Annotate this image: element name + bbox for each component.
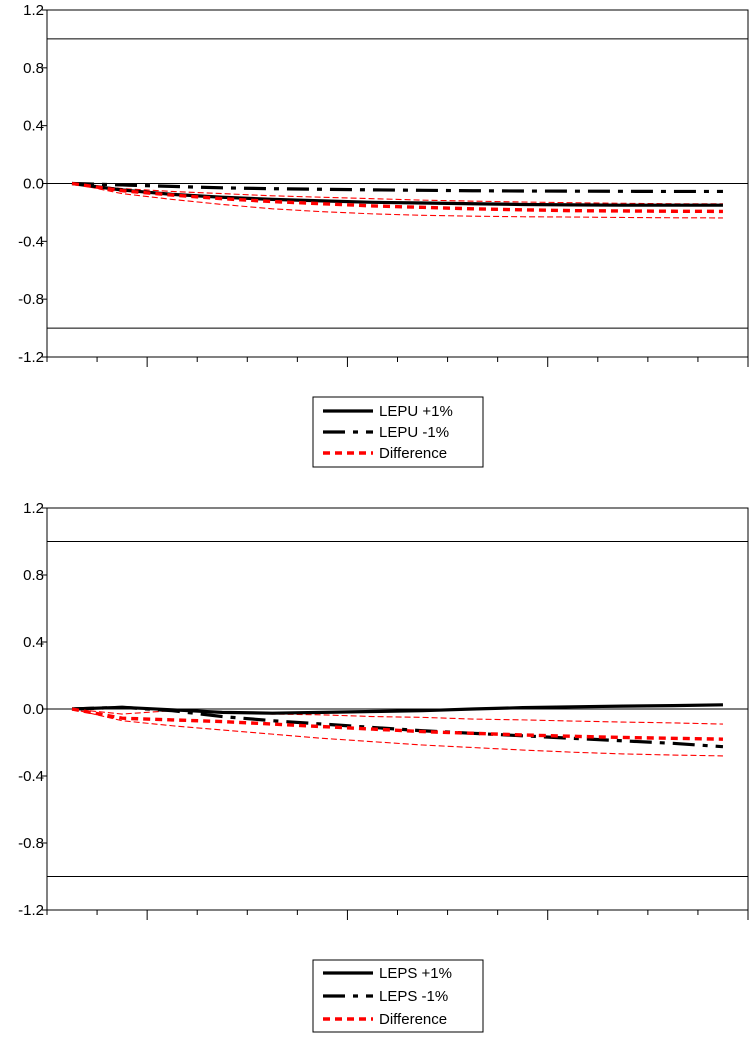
y-tick-label: 0.4 (23, 118, 44, 135)
y-tick-label: -1.2 (18, 349, 44, 366)
series-lepu-1 (71, 181, 723, 194)
legend-label: LEPS -1% (379, 988, 448, 1005)
series-leps-1 (71, 703, 723, 715)
chart-1: 1.2 0.8 0.4 0.0 -0.4 -0.8 -1.2 LEPU +1% LEPU -1%… (18, 2, 749, 468)
legend: LEPS +1% LEPS -1% Difference (312, 959, 484, 1033)
legend: LEPU +1% LEPU -1% Difference (312, 396, 484, 468)
legend-label: Difference (379, 445, 447, 462)
y-tick-label: 0.8 (23, 60, 44, 77)
legend-label: LEPU +1% (379, 403, 453, 420)
y-tick-label: -0.8 (18, 835, 44, 852)
y-tick-label: -0.4 (18, 768, 44, 785)
series-leps-1 (71, 705, 724, 749)
chart-2: 1.2 0.8 0.4 0.0 -0.4 -0.8 -1.2 LEPS +1% LEPS -1%… (18, 500, 749, 1033)
confidence-band (71, 182, 723, 219)
y-tick-label: 0.0 (23, 176, 44, 193)
y-tick-label: 0.4 (23, 634, 44, 651)
y-tick-label: 1.2 (23, 2, 44, 19)
y-tick-label: 0.8 (23, 567, 44, 584)
y-tick-label: -0.4 (18, 233, 44, 250)
confidence-band (71, 182, 723, 205)
legend-label: Difference (379, 1011, 447, 1028)
confidence-band (71, 708, 723, 757)
series-difference (71, 181, 723, 214)
legend-label: LEPU -1% (379, 424, 449, 441)
legend-label: LEPS +1% (379, 965, 452, 982)
series-difference (71, 707, 723, 741)
y-tick-label: 0.0 (23, 701, 44, 718)
y-tick-label: 1.2 (23, 500, 44, 517)
y-tick-label: -1.2 (18, 902, 44, 919)
y-tick-label: -0.8 (18, 291, 44, 308)
